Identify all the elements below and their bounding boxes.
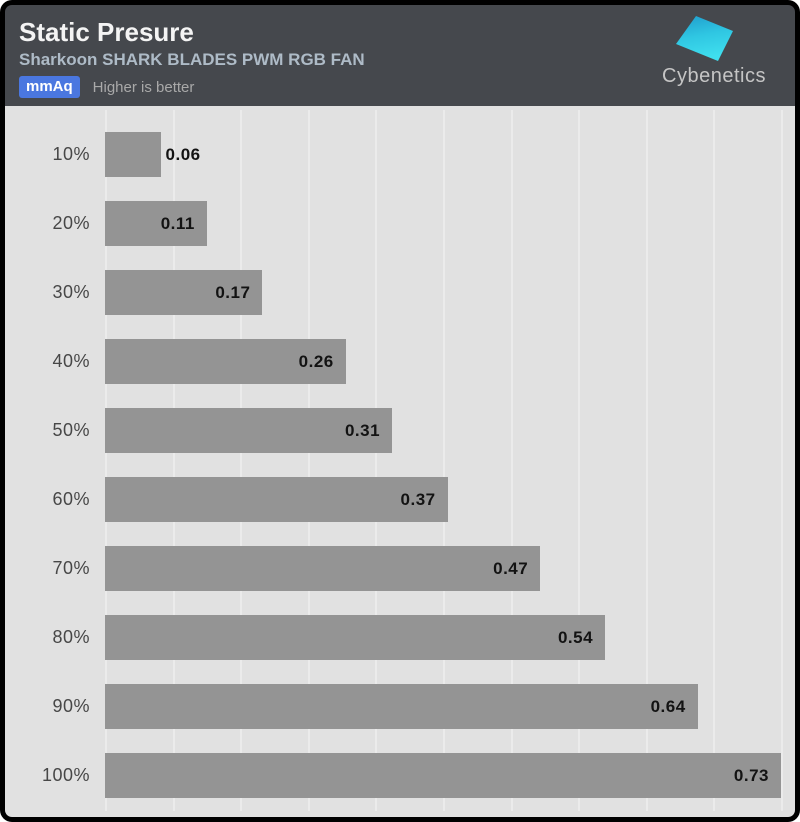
category-label: 90% xyxy=(52,696,90,716)
bar: 0.26 xyxy=(105,339,346,384)
bar: 0.17 xyxy=(105,270,263,315)
value-label: 0.73 xyxy=(733,765,769,785)
badge-row: mmAq Higher is better xyxy=(19,76,365,99)
bar-row: 20% 0.11 xyxy=(5,189,795,258)
bar-row: 30% 0.17 xyxy=(5,258,795,327)
category-label: 40% xyxy=(52,351,90,371)
bar: 0.31 xyxy=(105,408,393,453)
value-label: 0.31 xyxy=(344,420,381,440)
bar: 0.54 xyxy=(105,615,606,660)
category-label: 30% xyxy=(52,282,90,302)
bar-row: 80% 0.54 xyxy=(5,603,795,672)
bar-track: 0.26 xyxy=(105,339,795,384)
chart-subtitle: Sharkoon SHARK BLADES PWM RGB FAN xyxy=(19,49,365,69)
bar-row: 60% 0.37 xyxy=(5,465,795,534)
bar xyxy=(105,132,161,177)
bar-track: 0.31 xyxy=(105,408,795,453)
chart-card-inner: Static Presure Sharkoon SHARK BLADES PWM… xyxy=(5,5,795,817)
brand-text: Cybenetics xyxy=(662,65,766,87)
value-label: 0.17 xyxy=(215,282,251,302)
cybenetics-logo-icon xyxy=(676,16,733,61)
bar-row: 50% 0.31 xyxy=(5,396,795,465)
category-label: 60% xyxy=(52,489,90,509)
bar-row: 10% 0.06 xyxy=(5,120,795,189)
category-label: 50% xyxy=(52,420,90,440)
bar-track: 0.11 xyxy=(105,201,795,246)
value-label: 0.06 xyxy=(165,144,201,164)
cybenetics-logo: Cybenetics xyxy=(661,14,767,88)
bar-rows: 10% 0.06 20% 0.11 30% 0.17 40% 0.26 50% 0.31 60% 0.… xyxy=(5,120,795,810)
bar-track: 0.17 xyxy=(105,270,795,315)
value-label: 0.54 xyxy=(557,627,594,647)
value-label: 0.37 xyxy=(400,489,436,509)
bar-track: 0.54 xyxy=(105,615,795,660)
header: Static Presure Sharkoon SHARK BLADES PWM… xyxy=(5,5,795,106)
value-label: 0.26 xyxy=(298,351,334,371)
category-label: 100% xyxy=(41,765,90,785)
category-label: 20% xyxy=(52,213,90,233)
unit-badge: mmAq xyxy=(19,76,80,99)
bar-track: 0.47 xyxy=(105,546,795,591)
bar-track: 0.37 xyxy=(105,477,795,522)
bar-row: 70% 0.47 xyxy=(5,534,795,603)
bar-chart: 10% 0.06 20% 0.11 30% 0.17 40% 0.26 50% 0.31 60% 0.… xyxy=(5,106,795,817)
bar: 0.73 xyxy=(105,753,781,798)
page-title: Static Presure xyxy=(19,17,194,47)
value-label: 0.64 xyxy=(650,696,686,716)
bar: 0.11 xyxy=(105,201,207,246)
bar-track: 0.73 xyxy=(105,753,795,798)
bar-track: 0.64 xyxy=(105,684,795,729)
bar: 0.37 xyxy=(105,477,448,522)
bar-row: 90% 0.64 xyxy=(5,672,795,741)
bar-row: 40% 0.26 xyxy=(5,327,795,396)
category-label: 70% xyxy=(52,558,90,578)
bar: 0.64 xyxy=(105,684,698,729)
bar: 0.47 xyxy=(105,546,541,591)
value-label: 0.11 xyxy=(160,213,195,233)
header-text-block: Static Presure Sharkoon SHARK BLADES PWM… xyxy=(5,5,365,99)
bar-row: 100% 0.73 xyxy=(5,741,795,810)
category-label: 10% xyxy=(52,144,90,164)
category-label: 80% xyxy=(52,627,90,647)
higher-is-better-note: Higher is better xyxy=(92,78,195,96)
bar-track: 0.06 xyxy=(105,132,795,177)
value-label: 0.47 xyxy=(493,558,529,578)
